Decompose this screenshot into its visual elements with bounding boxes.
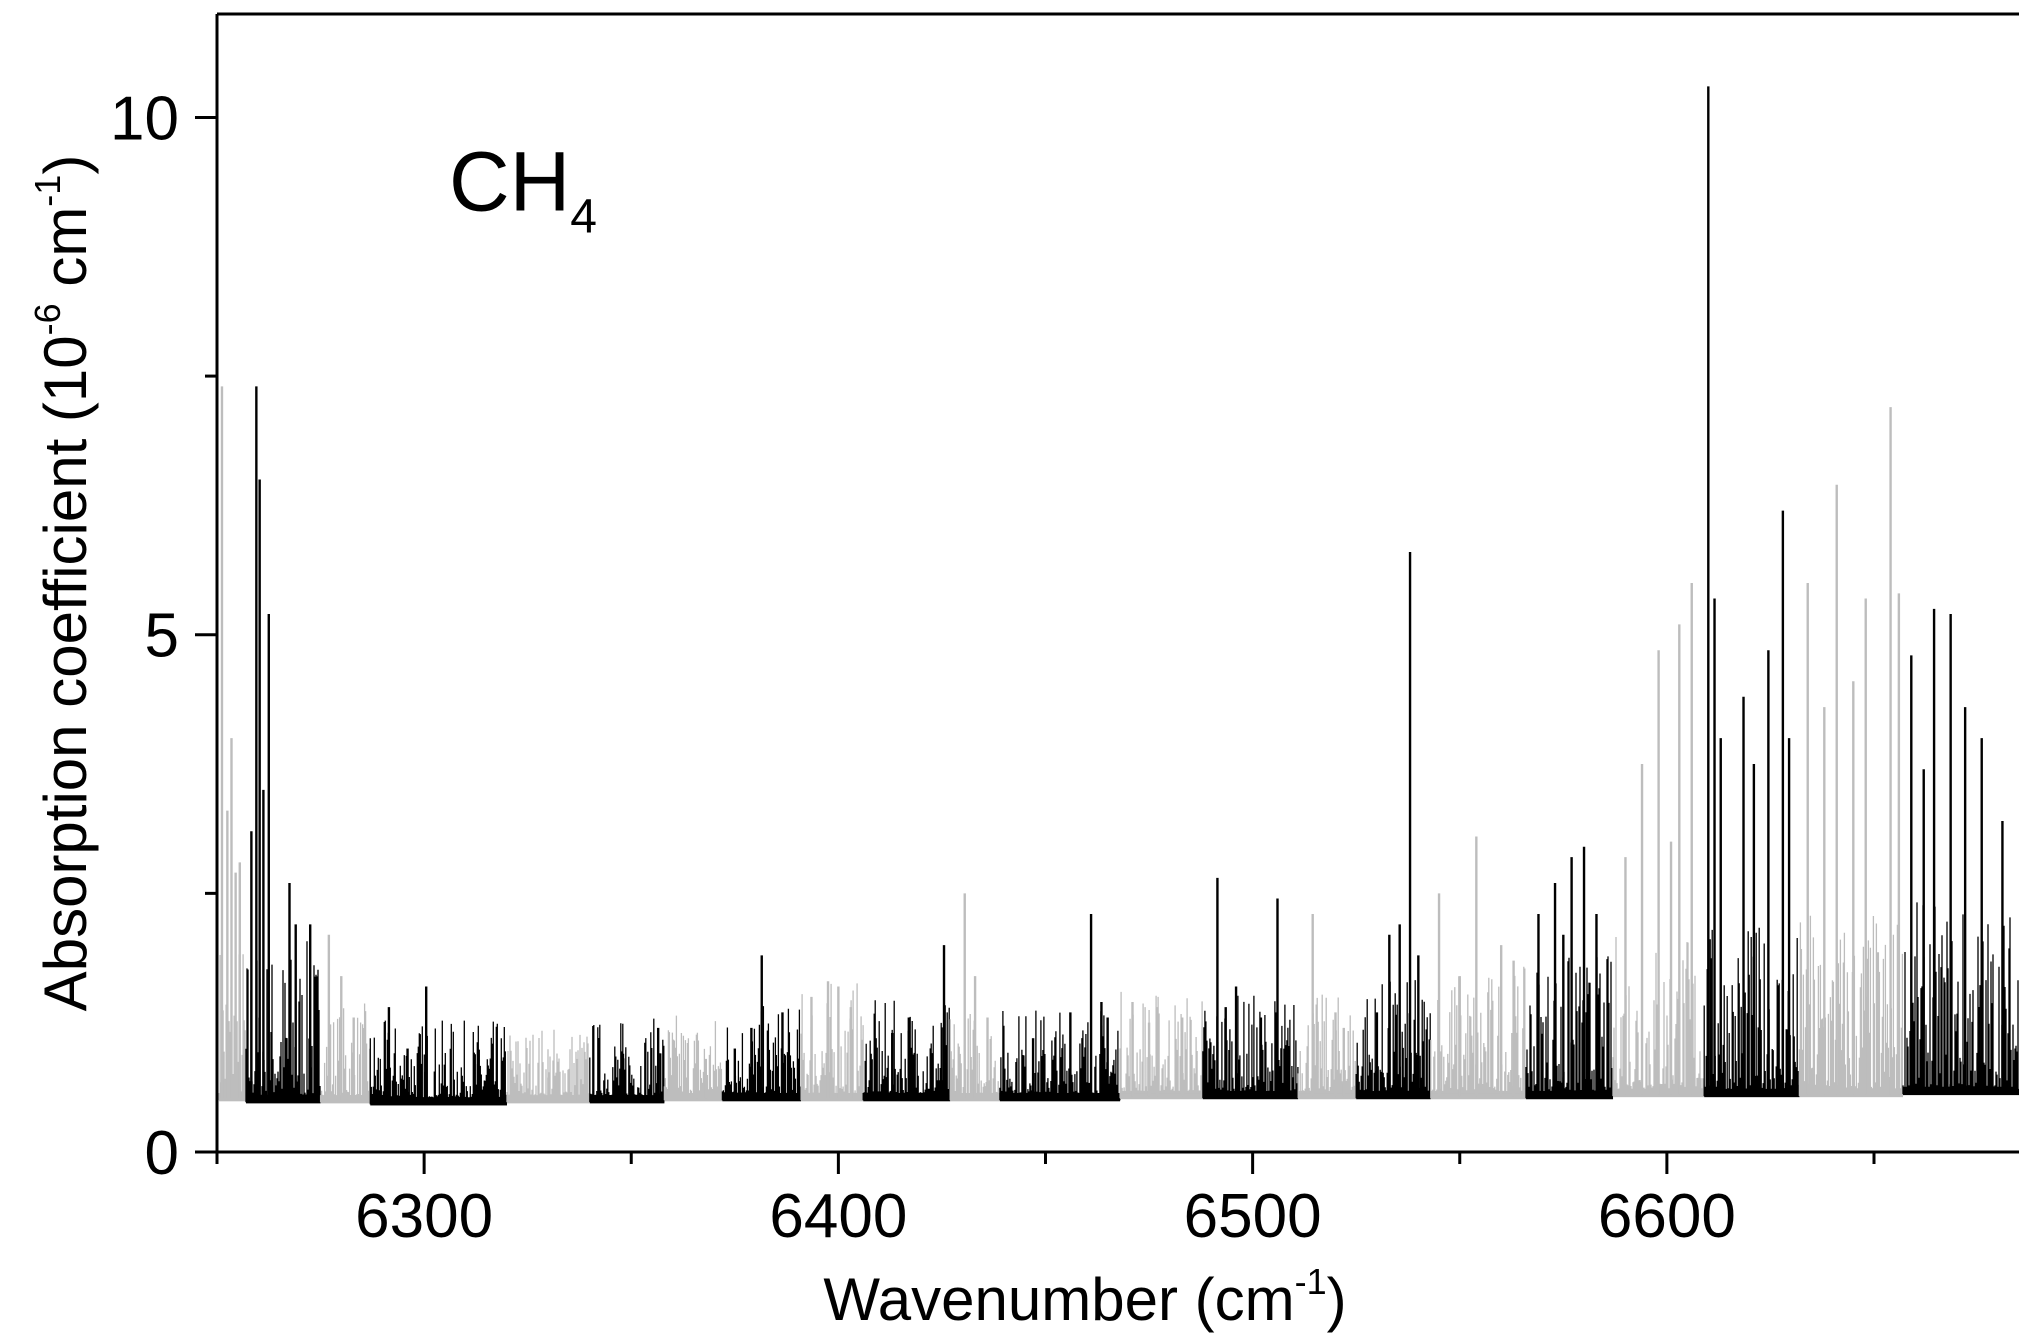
spectrum-segment [1612,583,1705,1098]
spectrum-segment [245,386,321,1104]
x-axis-title-close: ) [1327,1266,1347,1333]
spectrum-segment [1703,86,1800,1098]
spectrum-baseline [1526,1093,1614,1100]
spectrum-segment [589,1018,665,1104]
spectrum-baseline [370,1099,507,1106]
spectrum-segment [319,934,371,1104]
spectrum-baseline [1356,1093,1431,1100]
y-ticks: 0 5 10 [110,84,217,1188]
annotation-subscript: 4 [570,191,597,244]
x-tick-label: 6600 [1598,1182,1736,1251]
spectrum-segment [1430,836,1527,1100]
y-tick-label: 5 [145,602,179,671]
molecule-annotation: CH4 [449,135,597,244]
spectrum-baseline [1202,1093,1299,1100]
spectrum-segment [369,986,507,1106]
spectrum-lines [1430,966,1527,1099]
spectrum-segment [999,914,1121,1102]
x-axis-title-sup: -1 [1295,1261,1327,1302]
x-axis-title: Wavenumber (cm-1) [823,1261,1346,1333]
spectrum-segment [1202,877,1299,1100]
spectrum-segment [218,386,246,1102]
spectrum-baseline [664,1095,723,1102]
spectrum-segment [663,1015,723,1102]
spectrum-baseline [1704,1090,1800,1098]
spectrum-baseline [801,1095,864,1102]
y-axis-title-sup1: -6 [27,303,68,335]
spectrum-segment [1525,846,1614,1100]
spectrum-series [218,86,2019,1106]
spectrum-segment [1297,914,1357,1100]
x-tick-label: 6300 [355,1182,493,1251]
x-axis-title-base: Wavenumber (cm [823,1266,1294,1333]
spectrum-baseline [1799,1090,1904,1098]
spectrum-baseline [589,1097,665,1104]
spectrum-segment [506,1029,590,1104]
x-tick-label: 6500 [1184,1182,1322,1251]
spectrum-segment [800,981,864,1102]
axes [215,12,2019,1154]
y-axis-title-sup2: -1 [27,175,68,207]
y-axis-title-base: Absorption coefficient (10 [32,335,99,1011]
y-axis-title: Absorption coefficient (10-6 cm-1) [27,155,99,1012]
spectrum-lines [1902,902,2019,1095]
spectrum-baseline [1120,1093,1203,1100]
spectrum-segment [862,945,951,1102]
spectrum-baseline [1903,1088,2019,1096]
y-tick-label: 0 [145,1119,179,1188]
y-axis-title-close: ) [32,155,99,175]
spectrum-segment [1355,551,1431,1100]
spectrum-baseline [1298,1093,1357,1100]
y-tick-label: 10 [110,84,179,153]
x-tick-label: 6400 [769,1182,907,1251]
spectrum-segment [721,955,802,1102]
spectrum-baseline [999,1095,1121,1102]
spectrum-baseline [1430,1093,1527,1100]
spectrum-baseline [320,1097,371,1104]
spectrum-segment [1119,991,1203,1100]
spectrum-baseline [245,1097,321,1104]
spectrum-segment [1798,407,1904,1098]
spectrum-segment [949,893,1000,1102]
spectrum-baseline [863,1095,951,1102]
y-axis-title-mid: cm [32,207,99,304]
spectrum-segment [1902,608,2019,1096]
annotation-text: CH [449,135,570,229]
x-ticks: 6300 6400 6500 6600 [215,1152,1876,1251]
